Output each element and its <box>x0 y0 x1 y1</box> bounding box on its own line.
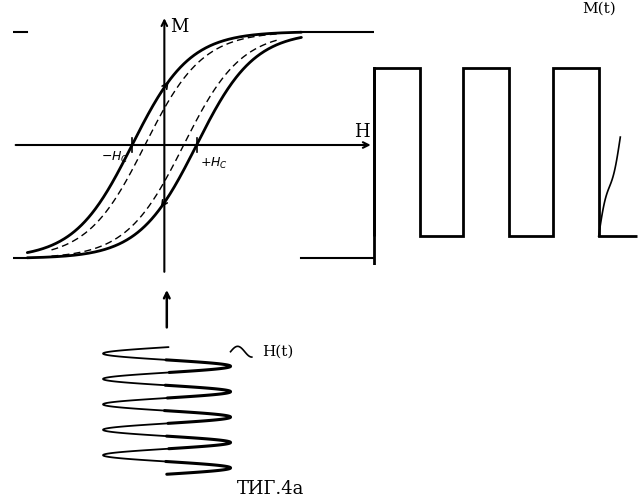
Text: M: M <box>170 18 188 36</box>
Text: H: H <box>354 123 370 141</box>
Text: ΤИГ.4a: ΤИГ.4a <box>237 480 304 498</box>
Text: M(t): M(t) <box>582 2 616 16</box>
Text: $+H_C$: $+H_C$ <box>200 156 228 170</box>
Text: H(t): H(t) <box>263 344 294 358</box>
Text: $-H_C$: $-H_C$ <box>100 150 129 166</box>
